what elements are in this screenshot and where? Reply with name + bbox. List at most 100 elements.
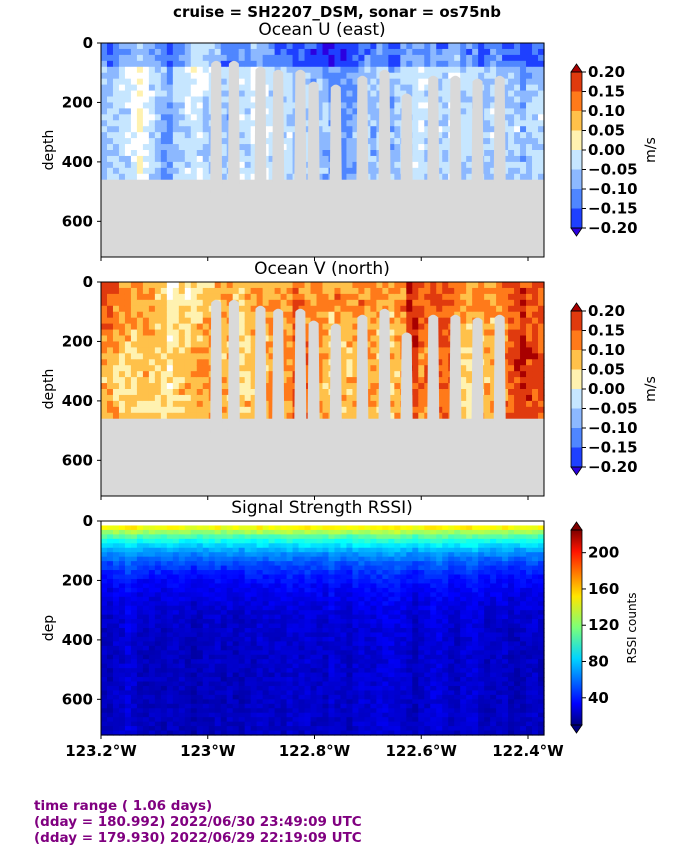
field-cell (334, 317, 342, 325)
field-cell (232, 556, 240, 562)
field-cell (232, 681, 240, 687)
field-cell (238, 659, 246, 665)
field-cell (256, 570, 264, 576)
field-cell (166, 730, 174, 736)
panel-v-ylabel: depth (41, 369, 57, 410)
field-cell (184, 699, 192, 705)
field-cell (394, 90, 401, 98)
field-cell (490, 400, 497, 408)
field-cell (502, 305, 509, 313)
colorbar-tick-label: −0.10 (588, 180, 638, 198)
field-cell (418, 311, 425, 319)
field-cell (280, 353, 288, 360)
field-cell (154, 672, 162, 678)
field-cell (244, 708, 252, 714)
field-cell (172, 587, 180, 593)
field-cell (118, 60, 126, 68)
colorbar-bin (571, 428, 582, 448)
field-cell (208, 282, 216, 289)
field-cell (352, 126, 360, 133)
field-cell (106, 167, 114, 175)
field-cell (196, 628, 204, 634)
field-cell (226, 690, 234, 696)
field-cell (412, 412, 419, 420)
field-cell (256, 726, 264, 732)
colorbar-tick-label: −0.20 (588, 219, 638, 237)
field-cell (178, 412, 186, 420)
field-cell (520, 78, 527, 86)
field-cell (538, 138, 545, 145)
field-cell (118, 712, 126, 718)
field-cell (190, 543, 198, 549)
field-cell (238, 305, 246, 313)
field-cell (154, 150, 162, 157)
field-cell (196, 311, 204, 319)
field-cell (370, 323, 377, 331)
field-cell (244, 400, 252, 408)
field-cell (388, 90, 395, 98)
field-cell (442, 72, 449, 80)
field-cell (508, 90, 515, 98)
colorbar-bin (571, 130, 582, 151)
field-cell (286, 114, 294, 121)
field-cell (184, 726, 192, 732)
field-cell (196, 365, 204, 372)
field-cell (184, 636, 192, 642)
field-cell (472, 66, 479, 74)
field-cell (184, 72, 192, 80)
field-cell (418, 282, 425, 289)
field-cell (124, 659, 132, 665)
field-cell (238, 114, 246, 121)
field-cell (118, 659, 126, 665)
field-cell (280, 543, 288, 549)
field-cell (322, 365, 330, 372)
field-cell (508, 299, 515, 307)
field-cell (226, 48, 234, 56)
field-cell (184, 614, 192, 620)
field-cell (388, 406, 395, 414)
field-cell (268, 305, 276, 313)
field-cell (286, 359, 294, 366)
field-cell (106, 365, 114, 372)
field-cell (118, 601, 126, 607)
field-cell (190, 650, 198, 656)
field-cell (304, 329, 312, 337)
field-cell (340, 126, 348, 133)
field-cell (130, 43, 138, 50)
field-cell (166, 529, 174, 535)
field-cell (268, 610, 276, 616)
field-cell (256, 596, 264, 602)
field-cell (262, 596, 270, 602)
field-cell (112, 108, 120, 115)
field-cell (298, 48, 306, 56)
field-cell (112, 672, 120, 678)
field-cell (352, 400, 360, 408)
field-cell (340, 317, 348, 325)
field-cell (418, 138, 425, 145)
field-cell (136, 547, 144, 553)
field-cell (101, 708, 108, 714)
field-cell (148, 311, 156, 319)
field-cell (118, 587, 126, 593)
field-cell (436, 102, 443, 109)
field-cell (280, 377, 288, 384)
field-cell (250, 96, 258, 104)
field-cell (238, 654, 246, 660)
field-cell (148, 654, 156, 660)
field-cell (172, 108, 180, 115)
field-cell (190, 84, 198, 92)
field-cell (124, 561, 132, 567)
field-cell (286, 96, 294, 104)
field-cell (250, 394, 258, 402)
field-cell (136, 43, 144, 50)
field-cell (184, 383, 192, 390)
field-cell (466, 400, 473, 408)
field-cell (202, 601, 210, 607)
field-cell (190, 556, 198, 562)
field-cell (130, 592, 138, 598)
field-cell (238, 730, 246, 736)
field-cell (526, 412, 533, 420)
field-cell (250, 730, 258, 736)
field-cell (370, 173, 377, 181)
